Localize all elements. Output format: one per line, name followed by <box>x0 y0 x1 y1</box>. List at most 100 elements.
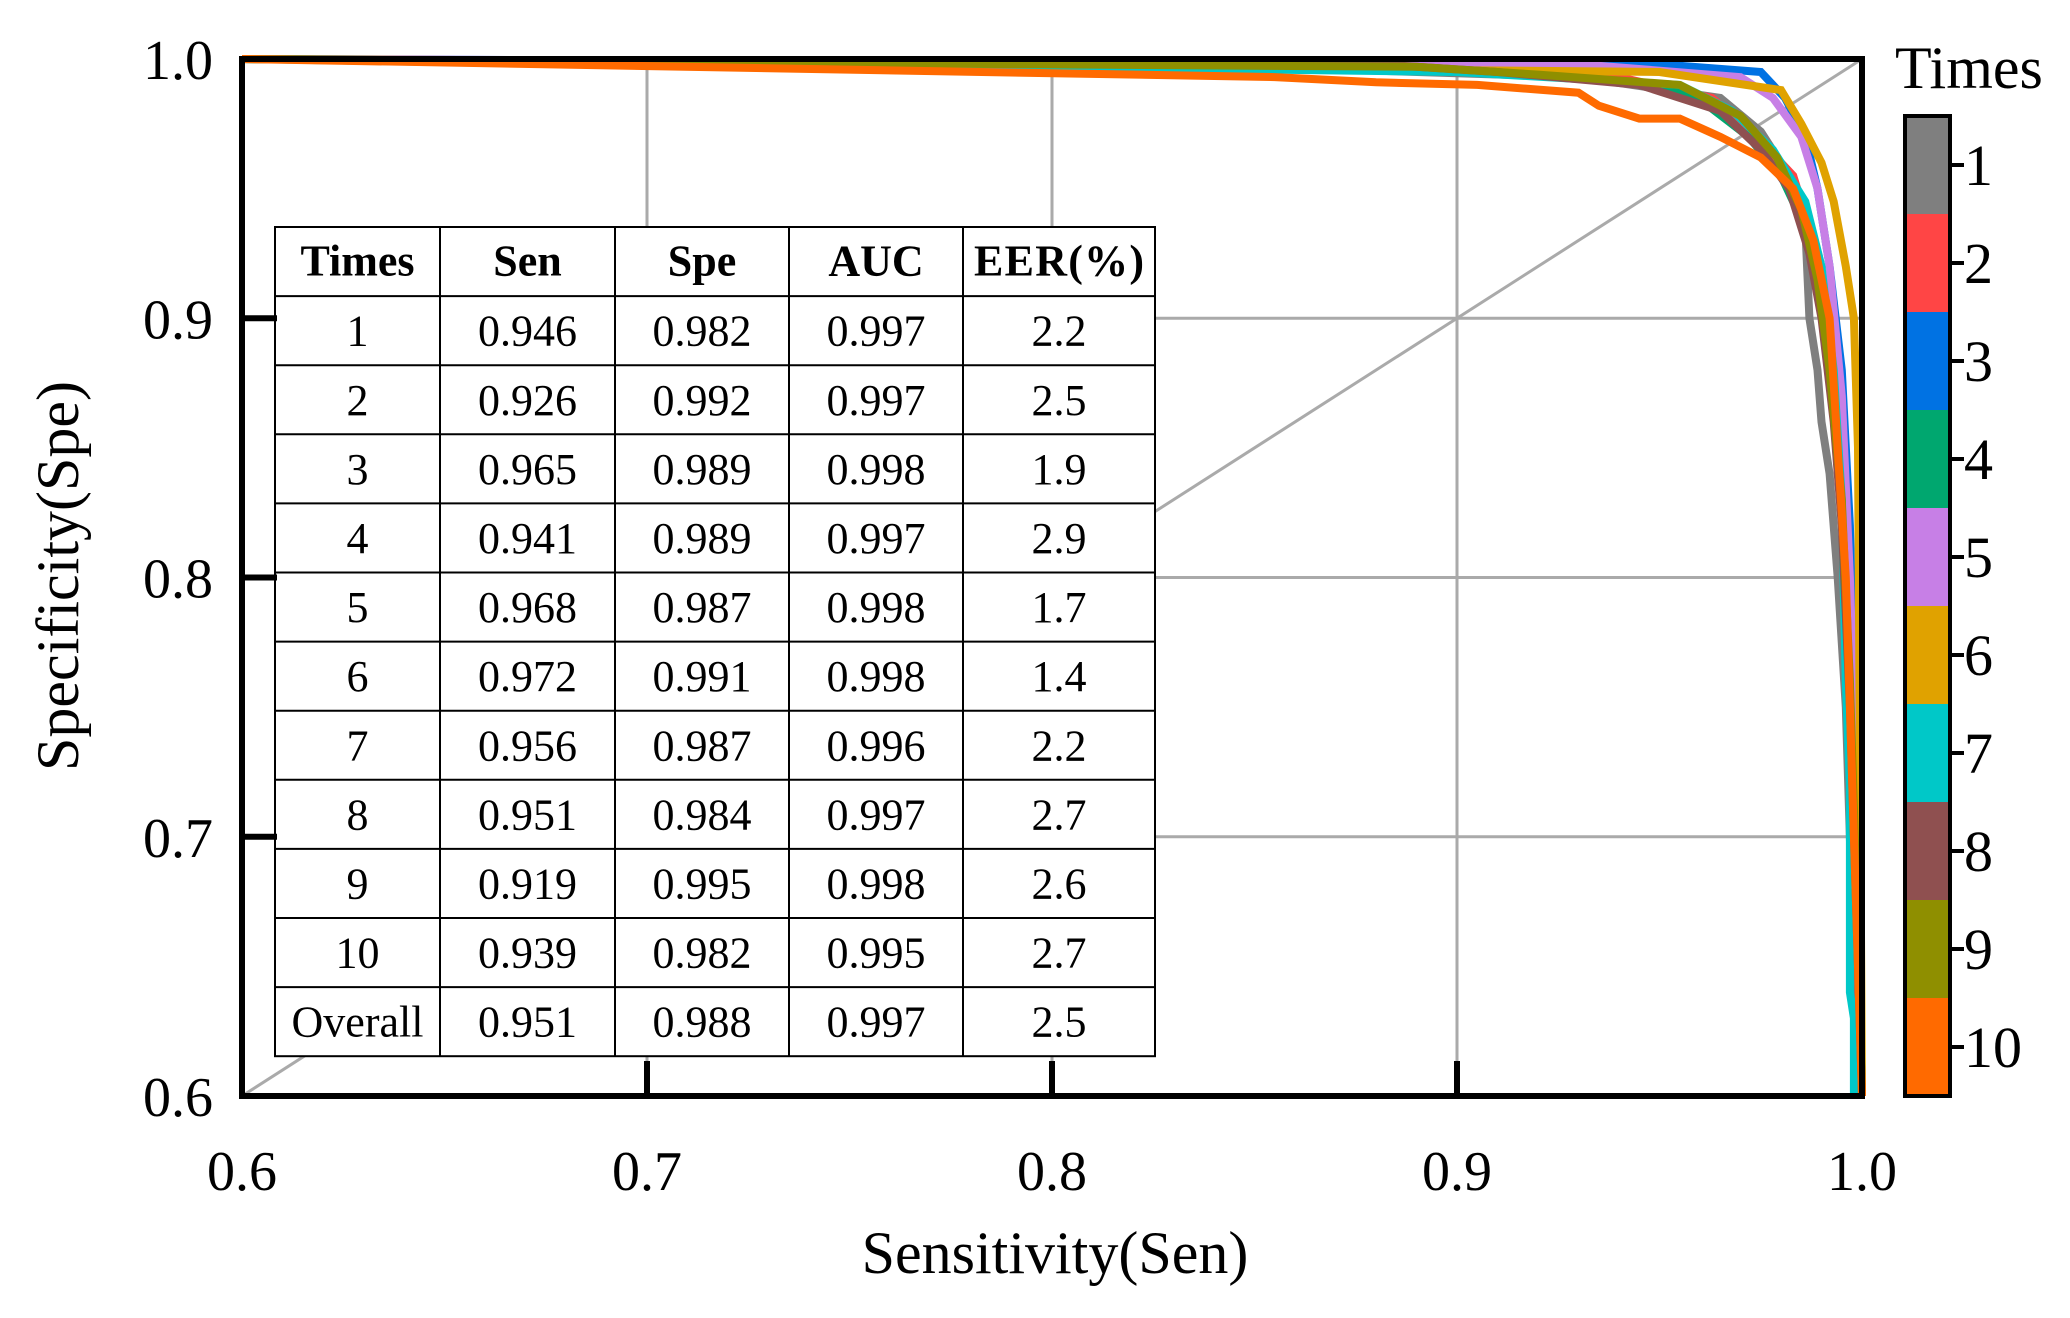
metrics-table-cell: 2.9 <box>1032 514 1087 563</box>
metrics-table-cell: 0.991 <box>653 652 752 701</box>
x-tick-label: 0.8 <box>1017 1141 1087 1203</box>
metrics-table-cell: 2.6 <box>1032 859 1087 908</box>
x-tick-label: 0.7 <box>612 1141 682 1203</box>
metrics-table-cell: 0.956 <box>478 721 577 770</box>
metrics-table-header-cell: Sen <box>493 237 561 286</box>
metrics-table-cell: 2.7 <box>1032 929 1087 978</box>
legend-swatch-7 <box>1905 704 1950 802</box>
y-tick-label: 0.9 <box>143 289 213 351</box>
metrics-table-cell: 1.9 <box>1032 445 1087 494</box>
x-tick-label: 0.6 <box>207 1141 277 1203</box>
metrics-table-cell: 4 <box>347 514 369 563</box>
legend-swatch-10 <box>1905 998 1950 1096</box>
metrics-table-cell: 2.2 <box>1032 307 1087 356</box>
y-tick-label: 0.8 <box>143 549 213 611</box>
metrics-table-cell: 0.988 <box>653 998 752 1047</box>
metrics-table-cell: 0.995 <box>827 929 926 978</box>
x-axis-title: Sensitivity(Sen) <box>862 1220 1249 1286</box>
metrics-table-cell: 0.998 <box>827 445 926 494</box>
metrics-table-cell: 0.987 <box>653 721 752 770</box>
metrics-table-cell: 0.982 <box>653 929 752 978</box>
metrics-table-cell: 0.995 <box>653 859 752 908</box>
legend-swatch-8 <box>1905 802 1950 900</box>
metrics-table-cell: 2 <box>347 376 369 425</box>
metrics-table: Times Sen Spe AUC EER(%) 1 0.946 0.982 0.997 2.2 2… <box>274 226 1156 1058</box>
legend-title: Times <box>1895 35 2043 101</box>
metrics-table-cell: 0.951 <box>478 790 577 839</box>
legend-swatch-1 <box>1905 116 1950 214</box>
metrics-table-cell: 0.997 <box>827 998 926 1047</box>
metrics-table-header-cell: Times <box>300 237 414 286</box>
metrics-table-cell: 8 <box>347 790 369 839</box>
legend-label: 5 <box>1964 525 1993 590</box>
roc-curves-layer <box>241 55 1866 1097</box>
metrics-table-cell: 2.7 <box>1032 790 1087 839</box>
metrics-table-cell: 9 <box>347 859 369 908</box>
legend-swatch-2 <box>1905 214 1950 312</box>
metrics-table-cell: 2.2 <box>1032 721 1087 770</box>
metrics-table-cell: 0.946 <box>478 307 577 356</box>
metrics-table-header-cell: AUC <box>828 237 923 286</box>
legend-label: 8 <box>1964 819 1993 884</box>
y-tick-label: 0.6 <box>143 1067 213 1129</box>
legend-label: 2 <box>1964 231 1993 296</box>
metrics-table-cell: 0.982 <box>653 307 752 356</box>
legend-label: 9 <box>1964 917 1993 982</box>
metrics-table-cell: 0.997 <box>827 307 926 356</box>
legend-label: 10 <box>1964 1015 2022 1080</box>
metrics-table-cell: 6 <box>347 652 369 701</box>
metrics-table-cell: 0.997 <box>827 514 926 563</box>
metrics-table-cell: 0.998 <box>827 652 926 701</box>
metrics-table-cell: 0.965 <box>478 445 577 494</box>
metrics-table-cell: 5 <box>347 583 369 632</box>
metrics-table-cell: 0.998 <box>827 583 926 632</box>
metrics-table-cell: 0.998 <box>827 859 926 908</box>
metrics-table-cell: 0.968 <box>478 583 577 632</box>
metrics-table-cell: 0.997 <box>827 376 926 425</box>
axes-layer: Sensitivity(Sen) Specificity(Spe) 0.6 0.7… <box>25 30 1897 1286</box>
x-tick-label: 0.9 <box>1422 1141 1492 1203</box>
metrics-table-cell: Overall <box>292 998 424 1047</box>
legend-swatch-9 <box>1905 900 1950 998</box>
metrics-table-cell: 0.972 <box>478 652 577 701</box>
legend-colorbar-border <box>1903 114 1952 1098</box>
metrics-table-cell: 0.984 <box>653 790 752 839</box>
metrics-table-cell: 7 <box>347 721 369 770</box>
metrics-table-cell: 1 <box>347 307 369 356</box>
metrics-table-cell: 0.992 <box>653 376 752 425</box>
metrics-table-cell: 10 <box>336 929 380 978</box>
metrics-table-cell: 0.919 <box>478 859 577 908</box>
metrics-table-cell: 2.5 <box>1032 376 1087 425</box>
metrics-table-cell: 0.989 <box>653 445 752 494</box>
metrics-table-cell: 0.939 <box>478 929 577 978</box>
y-tick-label: 0.7 <box>143 808 213 870</box>
metrics-table-header-cell: EER(%) <box>974 237 1144 286</box>
roc-curve-times-10 <box>241 55 1866 1097</box>
legend-swatch-4 <box>1905 410 1950 508</box>
x-tick-label: 1.0 <box>1827 1141 1897 1203</box>
metrics-table-cell: 0.951 <box>478 998 577 1047</box>
metrics-table-cell: 0.997 <box>827 790 926 839</box>
legend-label: 1 <box>1964 133 1993 198</box>
metrics-table-cell: 1.7 <box>1032 583 1087 632</box>
legend-label: 6 <box>1964 623 1993 688</box>
legend-colorbar: Times 1 2 3 4 5 6 7 8 9 10 <box>1895 35 2043 1098</box>
metrics-table-header-cell: Spe <box>668 237 736 286</box>
metrics-table-cell: 0.989 <box>653 514 752 563</box>
y-tick-label: 1.0 <box>143 30 213 92</box>
y-axis-title: Specificity(Spe) <box>25 381 91 771</box>
legend-label: 4 <box>1964 427 1993 492</box>
metrics-table-cell: 1.4 <box>1032 652 1087 701</box>
metrics-table-cell: 0.926 <box>478 376 577 425</box>
legend-swatch-3 <box>1905 312 1950 410</box>
roc-curve-times-6 <box>241 55 1866 1097</box>
metrics-table-cell: 3 <box>347 445 369 494</box>
legend-label: 7 <box>1964 721 1993 786</box>
legend-swatch-5 <box>1905 508 1950 606</box>
legend-swatch-6 <box>1905 606 1950 704</box>
metrics-table-cell: 0.941 <box>478 514 577 563</box>
metrics-table-cell: 2.5 <box>1032 998 1087 1047</box>
metrics-table-cell: 0.996 <box>827 721 926 770</box>
